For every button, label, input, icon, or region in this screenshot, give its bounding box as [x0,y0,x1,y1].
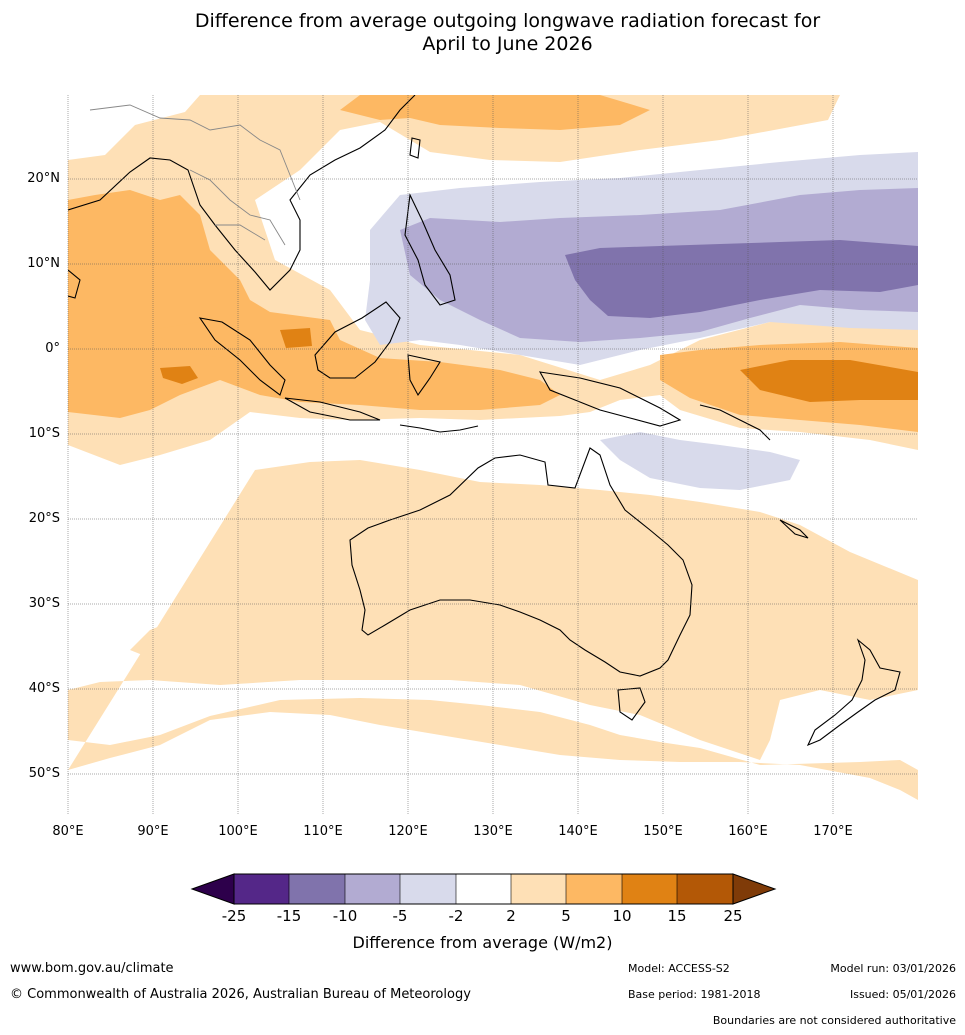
x-tick-label: 160°E [728,824,768,839]
y-tick-label: 20°N [27,171,60,186]
coast-asia-mainland [68,95,416,291]
anomaly-5-to-10-region [68,95,918,432]
country-borders [89,104,301,246]
x-tick-label: 120°E [388,824,428,839]
base-period-text: Base period: 1981-2018 [628,988,761,1001]
colorbar-swatch [566,874,622,904]
disclaimer-text: Boundaries are not considered authoritat… [712,1014,956,1027]
coast-tasmania [617,687,646,721]
coast-australia [349,447,693,677]
anomaly-10-to-15-region [160,328,918,402]
coast-sri-lanka [68,269,81,299]
x-tick-label: 100°E [218,824,258,839]
colorbar-tick-label: 15 [667,907,687,925]
issued-text: Issued: 05/01/2026 [849,988,956,1001]
colorbar-swatch [456,874,511,904]
colorbar-swatch [400,874,456,904]
colorbar-tick-label: -10 [332,907,358,925]
coast-solomon-islands [699,404,771,441]
colorbar-tick-label: -25 [221,907,247,925]
y-tick-label: 0° [45,341,60,356]
y-tick-label: 20°S [28,511,60,526]
anomaly-minus15-to-minus10-region [565,240,918,318]
anomaly-map [67,95,918,815]
coast-borneo [314,301,401,379]
anomaly-shading [68,95,918,800]
colorbar-swatch [677,874,733,904]
x-tick-label: 90°E [137,824,169,839]
coast-philippines [404,193,456,306]
coastlines [68,95,901,747]
y-tick-label: 10°N [27,256,60,271]
title-line-2: April to June 2026 [422,33,593,55]
x-tick-label: 150°E [643,824,683,839]
colorbar-tick-label: 25 [723,907,743,925]
colorbar-swatch [234,874,289,904]
colorbar-tick-label: 2 [506,907,516,925]
x-tick-label: 80°E [52,824,84,839]
x-tick-label: 110°E [303,824,343,839]
x-tick-label: 140°E [558,824,598,839]
website-link[interactable]: www.bom.gov.au/climate [10,961,174,976]
title-line-1: Difference from average outgoing longwav… [194,10,821,32]
y-tick-label: 30°S [28,596,60,611]
gridlines [67,95,918,815]
colorbar-extend-high [732,873,777,905]
colorbar-tick-label: -2 [448,907,464,925]
colorbar-swatch [511,874,566,904]
model-text: Model: ACCESS-S2 [628,962,730,975]
map-title: Difference from average outgoing longwav… [0,10,965,56]
coast-sulawesi [407,354,441,397]
colorbar-tick-label: -15 [276,907,302,925]
colorbar-title: Difference from average (W/m2) [352,933,613,952]
colorbar-tick-label: -5 [392,907,408,925]
coast-sumba-timor [399,424,479,433]
colorbar-swatch [622,874,677,904]
colorbar-swatch [345,874,400,904]
colorbar-tick-label: 10 [612,907,632,925]
y-tick-label: 40°S [28,681,60,696]
y-tick-label: 50°S [28,766,60,781]
colorbar-extend-low [190,873,235,905]
coast-new-caledonia [779,519,809,539]
x-tick-label: 130°E [473,824,513,839]
y-tick-label: 10°S [28,426,60,441]
coast-java [284,397,381,421]
coast-sumatra [198,317,286,396]
coast-new-guinea [538,371,682,427]
x-tick-label: 170°E [813,824,853,839]
colorbar-tick-label: 5 [561,907,571,925]
coast-new-zealand [806,638,901,747]
model-run-text: Model run: 03/01/2026 [830,962,956,975]
copyright-text: © Commonwealth of Australia 2026, Austra… [10,987,471,1002]
colorbar-swatch [289,874,345,904]
coast-taiwan [409,137,421,159]
colorbar [190,873,777,905]
